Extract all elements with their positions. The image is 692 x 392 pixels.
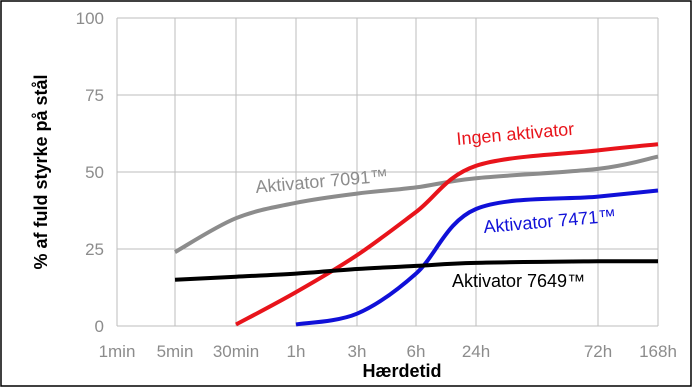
x-tick-label: 5min bbox=[157, 342, 194, 361]
x-tick-label: 24h bbox=[462, 342, 490, 361]
x-tick-label: 1h bbox=[287, 342, 306, 361]
x-tick-label: 30min bbox=[213, 342, 259, 361]
y-tick-label: 100 bbox=[76, 9, 104, 28]
y-tick-label: 75 bbox=[85, 86, 104, 105]
x-axis-title: Hærdetid bbox=[362, 361, 441, 381]
series-line-aktivator-7471 bbox=[295, 188, 659, 327]
y-tick-label: 25 bbox=[85, 240, 104, 259]
tick-labels: 1min 5min 30min 1h 3h 6h 24h 72h 168h 0 25 50 75 100 bbox=[76, 9, 677, 361]
series-lines bbox=[174, 142, 659, 327]
x-tick-label: 72h bbox=[584, 342, 612, 361]
x-tick-label: 3h bbox=[348, 342, 367, 361]
series-line-ingen-aktivator bbox=[235, 142, 659, 327]
y-tick-label: 50 bbox=[85, 163, 104, 182]
series-label-aktivator-7649: Aktivator 7649™ bbox=[452, 271, 585, 291]
y-axis-title: % af fuld styrke på stål bbox=[31, 74, 51, 269]
y-tick-label: 0 bbox=[95, 317, 104, 336]
x-tick-label: 6h bbox=[407, 342, 426, 361]
series-line-aktivator-7091 bbox=[174, 154, 659, 254]
x-tick-label: 1min bbox=[99, 342, 136, 361]
x-tick-label: 168h bbox=[639, 342, 677, 361]
series-line-aktivator-7649 bbox=[174, 259, 659, 282]
